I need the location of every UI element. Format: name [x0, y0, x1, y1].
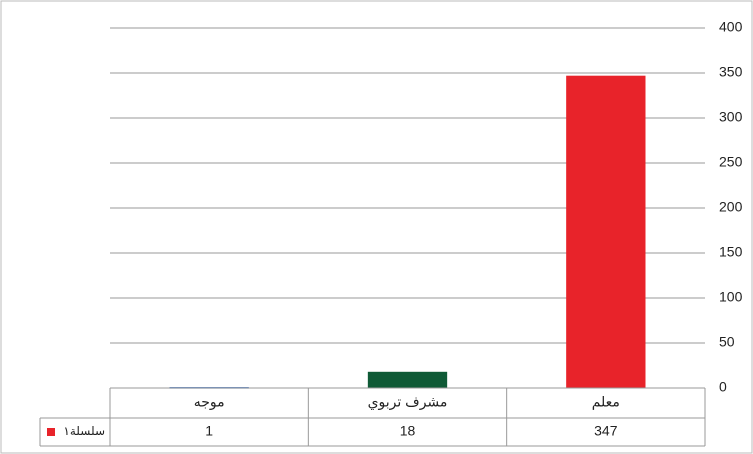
- x-tick-label: مشرف تربوي: [368, 394, 448, 411]
- y-tick-label: 50: [719, 334, 735, 350]
- y-tick-label: 300: [719, 109, 743, 125]
- y-tick-label: 0: [719, 379, 727, 395]
- y-tick-label: 150: [719, 244, 743, 260]
- y-tick-label: 350: [719, 64, 743, 80]
- table-value: 18: [400, 423, 416, 439]
- y-tick-label: 250: [719, 154, 743, 170]
- legend-key: [47, 428, 55, 436]
- bar: [566, 75, 646, 388]
- legend-label: سلسلة١: [63, 424, 105, 438]
- table-value: 1: [205, 423, 213, 439]
- table-value: 347: [594, 423, 618, 439]
- x-tick-label: موجه: [194, 394, 225, 411]
- y-tick-label: 200: [719, 199, 743, 215]
- y-tick-label: 100: [719, 289, 743, 305]
- bar: [367, 371, 448, 388]
- y-tick-label: 400: [719, 19, 743, 35]
- x-tick-label: معلم: [592, 394, 620, 411]
